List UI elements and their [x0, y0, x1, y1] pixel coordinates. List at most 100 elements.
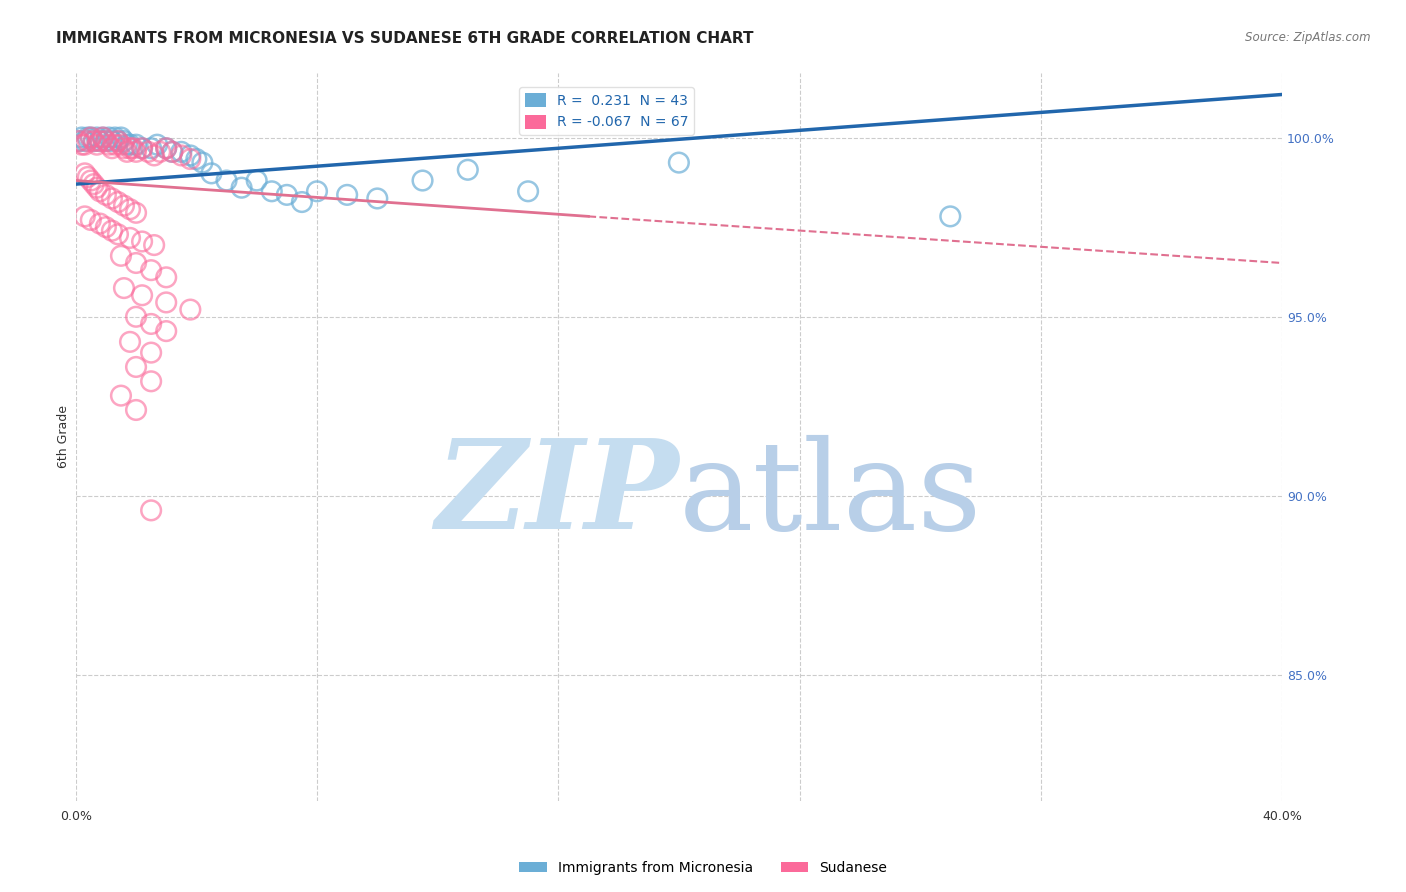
- Point: [125, 206, 148, 220]
- Point: [146, 137, 169, 152]
- Text: IMMIGRANTS FROM MICRONESIA VS SUDANESE 6TH GRADE CORRELATION CHART: IMMIGRANTS FROM MICRONESIA VS SUDANESE 6…: [56, 31, 754, 46]
- Point: [94, 220, 117, 235]
- Point: [366, 191, 388, 205]
- Point: [73, 166, 96, 180]
- Point: [155, 141, 177, 155]
- Point: [89, 217, 111, 231]
- Point: [112, 141, 135, 155]
- Point: [104, 137, 127, 152]
- Point: [143, 148, 166, 162]
- Point: [70, 137, 93, 152]
- Point: [115, 137, 138, 152]
- Point: [89, 134, 111, 148]
- Point: [136, 145, 159, 159]
- Point: [155, 324, 177, 338]
- Point: [162, 145, 184, 159]
- Point: [83, 134, 105, 148]
- Point: [200, 166, 222, 180]
- Point: [80, 173, 103, 187]
- Point: [112, 281, 135, 295]
- Point: [83, 177, 105, 191]
- Point: [89, 184, 111, 198]
- Point: [118, 141, 141, 155]
- Point: [155, 270, 177, 285]
- Point: [73, 137, 96, 152]
- Point: [73, 134, 96, 148]
- Point: [139, 317, 162, 331]
- Point: [104, 130, 127, 145]
- Point: [276, 187, 298, 202]
- Point: [107, 227, 129, 242]
- Point: [110, 389, 132, 403]
- Point: [131, 141, 153, 155]
- Text: Source: ZipAtlas.com: Source: ZipAtlas.com: [1246, 31, 1371, 45]
- Point: [125, 403, 148, 417]
- Point: [94, 134, 117, 148]
- Point: [179, 148, 201, 162]
- Point: [101, 134, 124, 148]
- Point: [668, 155, 690, 169]
- Point: [939, 210, 962, 224]
- Point: [110, 249, 132, 263]
- Legend: R =  0.231  N = 43, R = -0.067  N = 67: R = 0.231 N = 43, R = -0.067 N = 67: [519, 87, 693, 135]
- Point: [155, 141, 177, 155]
- Point: [118, 334, 141, 349]
- Point: [122, 141, 145, 155]
- Point: [107, 134, 129, 148]
- Point: [67, 134, 90, 148]
- Point: [131, 235, 153, 249]
- Point: [246, 173, 269, 187]
- Point: [186, 152, 208, 166]
- Point: [101, 141, 124, 155]
- Point: [89, 134, 111, 148]
- Y-axis label: 6th Grade: 6th Grade: [58, 405, 70, 468]
- Point: [86, 130, 108, 145]
- Point: [291, 195, 314, 210]
- Point: [305, 184, 328, 198]
- Point: [125, 256, 148, 270]
- Point: [107, 134, 129, 148]
- Point: [94, 134, 117, 148]
- Text: ZIP: ZIP: [434, 434, 679, 556]
- Point: [139, 503, 162, 517]
- Point: [76, 130, 98, 145]
- Point: [73, 210, 96, 224]
- Point: [80, 130, 103, 145]
- Point: [76, 134, 98, 148]
- Point: [91, 130, 114, 145]
- Point: [149, 145, 172, 159]
- Point: [336, 187, 359, 202]
- Point: [139, 345, 162, 359]
- Point: [86, 180, 108, 194]
- Point: [107, 195, 129, 210]
- Point: [125, 359, 148, 374]
- Point: [80, 213, 103, 227]
- Point: [139, 263, 162, 277]
- Point: [143, 238, 166, 252]
- Point: [118, 202, 141, 217]
- Point: [83, 134, 105, 148]
- Point: [170, 145, 193, 159]
- Point: [97, 130, 120, 145]
- Point: [110, 130, 132, 145]
- Point: [101, 224, 124, 238]
- Point: [115, 145, 138, 159]
- Point: [112, 199, 135, 213]
- Point: [118, 231, 141, 245]
- Point: [155, 295, 177, 310]
- Point: [179, 302, 201, 317]
- Point: [191, 155, 214, 169]
- Point: [457, 162, 479, 177]
- Point: [260, 184, 283, 198]
- Point: [70, 130, 93, 145]
- Point: [80, 130, 103, 145]
- Point: [170, 148, 193, 162]
- Point: [110, 137, 132, 152]
- Point: [125, 137, 148, 152]
- Point: [86, 137, 108, 152]
- Point: [131, 288, 153, 302]
- Point: [125, 310, 148, 324]
- Point: [67, 134, 90, 148]
- Point: [91, 130, 114, 145]
- Point: [131, 141, 153, 155]
